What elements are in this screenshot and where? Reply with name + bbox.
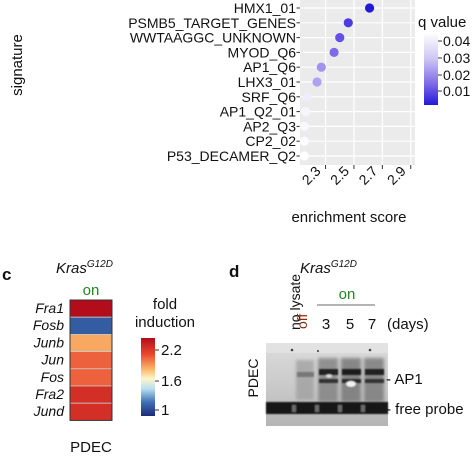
fold-colorbar bbox=[141, 338, 155, 416]
fold-legend-ticks: 2.2 1.6 1 bbox=[155, 342, 182, 419]
lane-label-3: 3 bbox=[322, 316, 330, 333]
dotplot-x-tick-label: 2.7 bbox=[355, 163, 380, 188]
dotplot-x-axis-label: enrichment score bbox=[291, 209, 406, 226]
heatmap-gene-label: Fra2 bbox=[35, 386, 64, 402]
panel-d-kras-title: KrasG12D bbox=[300, 259, 357, 277]
gel-image bbox=[266, 343, 388, 426]
heatmap-cell bbox=[69, 299, 113, 318]
dotplot-x-ticks: 2.3 2.5 2.7 2.9 bbox=[299, 163, 412, 188]
heatmap-cell bbox=[69, 402, 113, 421]
dotplot-signature-label: SRF_Q6 bbox=[242, 89, 297, 105]
panel-c-letter: c bbox=[2, 265, 11, 284]
heatmap bbox=[69, 299, 113, 421]
dotplot-point bbox=[316, 62, 326, 72]
dotplot-signature-label: WWTAAGGC_UNKNOWN bbox=[130, 30, 296, 46]
panel-c-on-label: on bbox=[83, 282, 100, 299]
dotplot-point bbox=[302, 92, 312, 102]
q-legend-tick-label: 0.02 bbox=[443, 67, 470, 83]
panel-d-letter: d bbox=[229, 262, 239, 281]
heatmap-gene-label: Jun bbox=[40, 352, 64, 368]
lane-label-off: off bbox=[294, 314, 310, 329]
dotplot-signature-label: LHX3_01 bbox=[238, 74, 297, 90]
dotplot-point bbox=[343, 18, 353, 28]
free-probe-band-label: - free probe bbox=[386, 401, 464, 418]
dotplot-signature-label: P53_DECAMER_Q2 bbox=[167, 148, 296, 164]
gel-ap1-bands bbox=[297, 369, 384, 387]
dotplot-x-tick-label: 2.5 bbox=[327, 163, 352, 188]
heatmap-border bbox=[69, 299, 113, 421]
q-legend-tick-label: 0.03 bbox=[443, 50, 470, 66]
dotplot-signature-label: AP1_Q2_01 bbox=[220, 104, 296, 120]
dotplot-signature-label: HMX1_01 bbox=[234, 0, 296, 16]
heatmap-cell bbox=[69, 351, 113, 370]
lane-label-no-lysate: no lysate bbox=[287, 274, 303, 330]
heatmap-gene-label: Junb bbox=[33, 334, 65, 350]
fold-legend-tick-label: 2.2 bbox=[161, 342, 182, 359]
q-legend-tick-label: 0.01 bbox=[443, 83, 470, 99]
panel-c-kras-title: KrasG12D bbox=[56, 259, 113, 277]
dotplot-point bbox=[299, 151, 309, 161]
heatmap-cell bbox=[69, 385, 113, 404]
panel-d-on-label: on bbox=[339, 286, 356, 303]
heatmap-gene-label: Fos bbox=[41, 369, 64, 385]
dotplot-point bbox=[299, 136, 309, 146]
dotplot-x-tick-label: 2.9 bbox=[384, 163, 409, 188]
lane-label-5: 5 bbox=[346, 316, 354, 333]
fold-legend-title-line2: induction bbox=[135, 314, 195, 331]
dotplot-x-tick-label: 2.3 bbox=[299, 163, 324, 188]
gel-side-label: PDEC bbox=[245, 359, 261, 398]
dotplot-point bbox=[329, 47, 339, 58]
heatmap-cell bbox=[69, 333, 113, 352]
lane-label-7: 7 bbox=[368, 316, 376, 333]
fold-legend-tick-label: 1 bbox=[161, 402, 169, 419]
dotplot-points bbox=[299, 3, 375, 161]
dotplot-signature-label: PSMB5_TARGET_GENES bbox=[128, 15, 296, 31]
dotplot-point bbox=[364, 3, 375, 13]
dotplot-point bbox=[312, 77, 322, 87]
heatmap-cell bbox=[69, 316, 113, 335]
heatmap-gene-label: Fosb bbox=[33, 317, 64, 333]
dotplot-point bbox=[335, 33, 345, 43]
dotplot-y-axis-label: signature bbox=[9, 34, 26, 96]
heatmap-gene-label: Fra1 bbox=[35, 300, 64, 316]
q-legend-tick-label: 0.04 bbox=[443, 33, 470, 49]
heatmap-x-label: PDEC bbox=[70, 439, 112, 456]
dotplot-point bbox=[299, 121, 309, 131]
q-value-legend-ticks: 0.040.030.020.01 bbox=[438, 33, 470, 99]
dotplot-point bbox=[301, 107, 311, 117]
dotplot-signature-label: AP2_Q3 bbox=[243, 118, 296, 134]
dotplot-signature-label: CP2_02 bbox=[245, 133, 296, 149]
ap1-band-label: - AP1 bbox=[386, 371, 423, 388]
dotplot-signature-labels: HMX1_01PSMB5_TARGET_GENESWWTAAGGC_UNKNOW… bbox=[128, 0, 300, 164]
heatmap-gene-label: Jund bbox=[33, 403, 66, 419]
dotplot-signature-label: MYOD_Q6 bbox=[228, 44, 297, 60]
fold-legend-tick-label: 1.6 bbox=[161, 373, 182, 390]
gel-free-probe-band bbox=[266, 402, 388, 414]
q-value-colorbar bbox=[424, 33, 438, 105]
fold-legend-title-line1: fold bbox=[153, 296, 177, 313]
heatmap-cell bbox=[69, 368, 113, 387]
q-value-legend-title: q value bbox=[418, 14, 466, 31]
lane-label-days: (days) bbox=[387, 316, 429, 333]
dotplot-signature-label: AP1_Q6 bbox=[243, 59, 296, 75]
